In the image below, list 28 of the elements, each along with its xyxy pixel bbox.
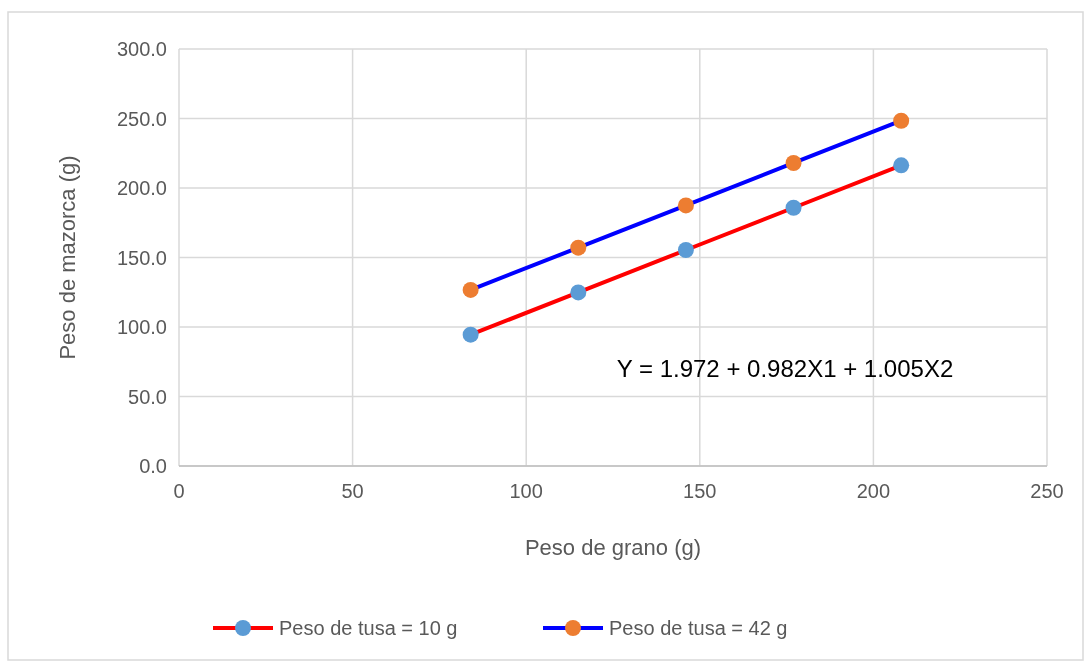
x-tick-label: 50 [341, 480, 364, 502]
point [785, 199, 802, 216]
point [570, 239, 587, 256]
point [570, 284, 587, 301]
point [893, 112, 910, 129]
y-tick-label: 250.0 [116, 107, 167, 130]
x-tick-label: 200 [856, 480, 891, 502]
y-tick-label: 50.0 [128, 385, 167, 408]
annotation: Y = 1.972 + 0.982X1 + 1.005X2 [616, 355, 954, 382]
y-tick-label: 300.0 [116, 38, 167, 60]
y-tick-label: 0.0 [139, 455, 167, 477]
x-tick-label: 0 [173, 480, 185, 502]
y-axis-title: Peso de mazorca (g) [55, 155, 80, 360]
y-tick-label: 150.0 [116, 246, 167, 269]
point [462, 326, 479, 343]
x-tick-label: 150 [683, 480, 717, 502]
point [893, 157, 910, 174]
legend-label: Peso de tusa = 10 g [279, 617, 458, 639]
x-tick-label: 250 [1030, 480, 1064, 502]
point [677, 241, 694, 258]
legend-label: Peso de tusa = 42 g [609, 617, 788, 639]
point [462, 281, 479, 298]
point [677, 197, 694, 214]
x-axis-title: Peso de grano (g) [524, 535, 702, 560]
x-tick-label: 100 [509, 480, 543, 502]
y-tick-label: 100.0 [116, 316, 167, 338]
point [785, 154, 802, 171]
y-tick-label: 200.0 [116, 177, 167, 199]
